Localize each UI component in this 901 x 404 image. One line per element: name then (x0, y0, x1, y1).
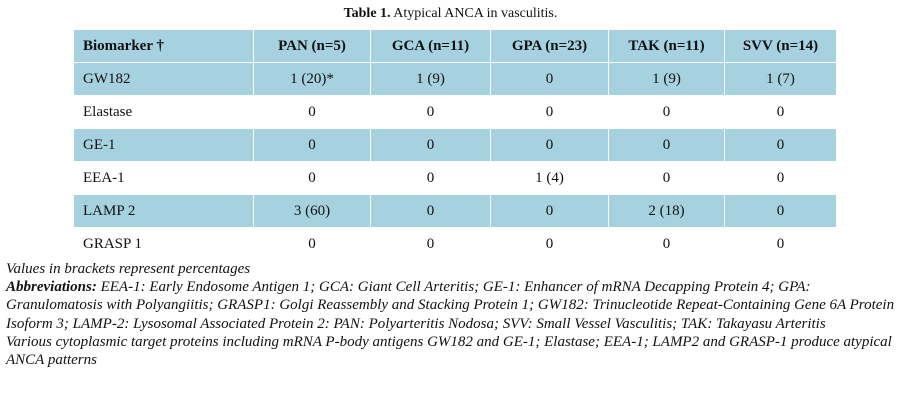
gca-cell: 0 (370, 95, 491, 129)
table-row-lamp-2: LAMP 2 3 (60) 0 0 2 (18) 0 (73, 194, 837, 228)
footnote-abbreviations-text: EEA-1: Early Endosome Antigen 1; GCA: Gi… (6, 279, 895, 332)
table-row-grasp-1: GRASP 1 0 0 0 0 0 (73, 227, 837, 261)
table-row-elastase: Elastase 0 0 0 0 0 (73, 95, 837, 129)
gpa-cell: 0 (490, 194, 609, 228)
table-caption: Table 1. Atypical ANCA in vasculitis. (0, 5, 901, 23)
footnote-brackets: Values in brackets represent percentages (6, 261, 251, 277)
biomarker-cell: GE-1 (73, 128, 254, 162)
tak-cell: 1 (9) (608, 62, 725, 96)
pan-cell: 3 (60) (253, 194, 371, 228)
svv-cell: 0 (724, 95, 837, 129)
biomarker-cell: GW182 (73, 62, 254, 96)
svv-cell: 0 (724, 161, 837, 195)
tak-cell: 0 (608, 227, 725, 261)
header-tak: TAK (n=11) (608, 29, 725, 63)
table-caption-label: Table 1. (343, 6, 391, 21)
pan-cell: 1 (20)* (253, 62, 371, 96)
gpa-cell: 1 (4) (490, 161, 609, 195)
table-caption-text: Atypical ANCA in vasculitis. (390, 6, 558, 21)
footnote-various: Various cytoplasmic target proteins incl… (6, 333, 892, 369)
svv-cell: 1 (7) (724, 62, 837, 96)
svv-cell: 0 (724, 128, 837, 162)
gpa-cell: 0 (490, 227, 609, 261)
header-biomarker: Biomarker † (73, 29, 254, 63)
footnote-abbreviations: Abbreviations: EEA-1: Early Endosome Ant… (6, 278, 899, 333)
svv-cell: 0 (724, 194, 837, 228)
pan-cell: 0 (253, 161, 371, 195)
footnote-abbreviations-label: Abbreviations: (6, 279, 97, 296)
gca-cell: 1 (9) (370, 62, 491, 96)
svv-cell: 0 (724, 227, 837, 261)
header-gpa: GPA (n=23) (490, 29, 609, 63)
table-header-row: Biomarker † PAN (n=5) GCA (n=11) GPA (n=… (73, 29, 837, 63)
header-gca: GCA (n=11) (370, 29, 491, 63)
biomarker-cell: EEA-1 (73, 161, 254, 195)
tak-cell: 0 (608, 128, 725, 162)
pan-cell: 0 (253, 227, 371, 261)
gca-cell: 0 (370, 194, 491, 228)
table-row-ge-1: GE-1 0 0 0 0 0 (73, 128, 837, 162)
pan-cell: 0 (253, 128, 371, 162)
tak-cell: 0 (608, 95, 725, 129)
header-pan: PAN (n=5) (253, 29, 371, 63)
gca-cell: 0 (370, 128, 491, 162)
pan-cell: 0 (253, 95, 371, 129)
table-footnotes: Values in brackets represent percentages… (6, 260, 899, 369)
atypical-anca-table: Biomarker † PAN (n=5) GCA (n=11) GPA (n=… (73, 29, 837, 261)
gpa-cell: 0 (490, 128, 609, 162)
tak-cell: 0 (608, 161, 725, 195)
gpa-cell: 0 (490, 62, 609, 96)
biomarker-cell: GRASP 1 (73, 227, 254, 261)
biomarker-cell: Elastase (73, 95, 254, 129)
table-row-gw182: GW182 1 (20)* 1 (9) 0 1 (9) 1 (7) (73, 62, 837, 96)
header-svv: SVV (n=14) (724, 29, 837, 63)
gca-cell: 0 (370, 161, 491, 195)
gca-cell: 0 (370, 227, 491, 261)
gpa-cell: 0 (490, 95, 609, 129)
table-row-eea-1: EEA-1 0 0 1 (4) 0 0 (73, 161, 837, 195)
tak-cell: 2 (18) (608, 194, 725, 228)
biomarker-cell: LAMP 2 (73, 194, 254, 228)
